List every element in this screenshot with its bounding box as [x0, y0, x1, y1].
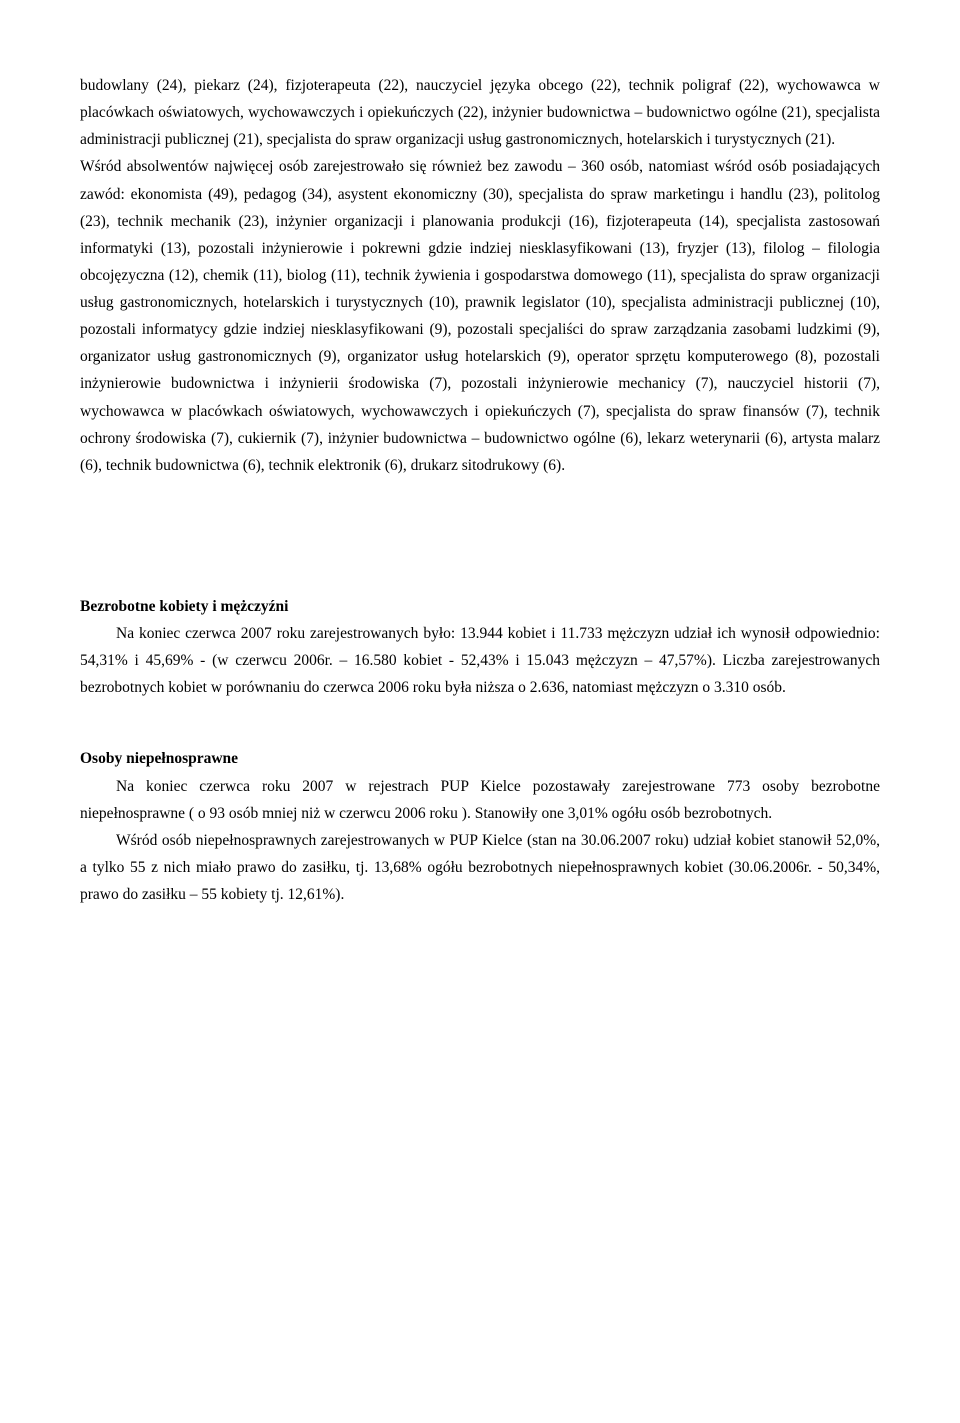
section2-paragraph-1: Na koniec czerwca roku 2007 w rejestrach… — [80, 773, 880, 827]
heading-osoby-niepelnosprawne: Osoby niepełnosprawne — [80, 745, 880, 772]
section-gap — [80, 479, 880, 549]
body-paragraph-2: Wśród absolwentów najwięcej osób zarejes… — [80, 153, 880, 479]
body-paragraph-1: budowlany (24), piekarz (24), fizjoterap… — [80, 72, 880, 153]
section2-paragraph-2: Wśród osób niepełnosprawnych zarejestrow… — [80, 827, 880, 908]
heading-bezrobotne: Bezrobotne kobiety i mężczyźni — [80, 593, 880, 620]
section1-paragraph-1: Na koniec czerwca 2007 roku zarejestrowa… — [80, 620, 880, 701]
